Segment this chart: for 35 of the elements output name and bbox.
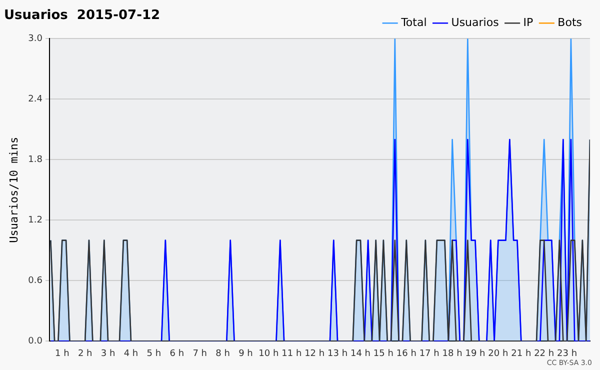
- x-tick-label: 15 h: [373, 348, 394, 359]
- x-tick-label: 4 h: [124, 348, 138, 359]
- y-tick-label: 3.0: [28, 34, 43, 44]
- y-tick-label: 1.2: [28, 216, 43, 226]
- x-tick-label: 20 h: [488, 348, 508, 359]
- y-tick-label: 0.0: [28, 336, 43, 347]
- x-tick-label: 14 h: [350, 348, 371, 359]
- x-tick-label: 17 h: [419, 348, 440, 359]
- x-tick-label: 1 h: [54, 348, 70, 359]
- x-tick-label: 18 h: [442, 348, 462, 359]
- legend-label: Usuarios: [451, 16, 500, 29]
- legend-label: IP: [523, 16, 534, 29]
- x-tick-label: 16 h: [396, 348, 416, 359]
- y-tick-label: 0.6: [28, 276, 43, 286]
- x-tick-label: 6 h: [170, 348, 184, 359]
- x-tick-label: 9 h: [238, 348, 253, 359]
- y-axis-title: Usuarios/10 mins: [7, 136, 20, 243]
- x-tick-label: 11 h: [282, 348, 302, 359]
- legend-label: Bots: [558, 16, 582, 29]
- x-tick-label: 23 h: [557, 348, 578, 359]
- y-tick-label: 2.4: [28, 94, 43, 104]
- y-tick-label: 1.8: [28, 154, 43, 165]
- x-tick-label: 12 h: [304, 348, 325, 359]
- chart-title: Usuarios 2015-07-12: [4, 8, 160, 24]
- x-tick-label: 8 h: [216, 348, 230, 359]
- x-tick-label: 19 h: [465, 348, 486, 359]
- x-tick-label: 13 h: [328, 348, 348, 359]
- x-tick-label: 5 h: [146, 348, 162, 359]
- legend-label: Total: [400, 16, 427, 29]
- x-tick-label: 7 h: [192, 348, 207, 359]
- x-tick-label: 10 h: [258, 348, 279, 359]
- x-tick-label: 22 h: [534, 348, 554, 359]
- x-tick-label: 3 h: [100, 348, 116, 359]
- x-tick-label: 2 h: [78, 348, 92, 359]
- x-tick-label: 21 h: [511, 348, 532, 359]
